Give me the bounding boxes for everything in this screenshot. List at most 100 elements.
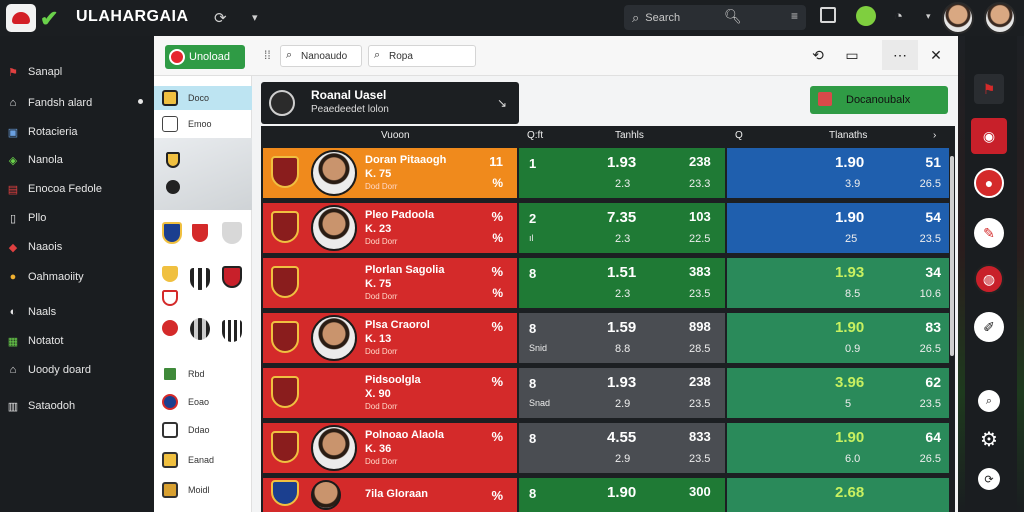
magnifier-icon[interactable]: 🔍︎ [724, 8, 742, 24]
player-cell[interactable]: Polnoao Alaola K. 36 Dod Dorr% [263, 423, 517, 473]
column-header: Tlanaths [829, 130, 868, 141]
odds-cell-right[interactable]: 1.90 6.0 64 26.5 [727, 423, 949, 473]
player-cell[interactable]: Pidsoolgla X. 90 Dod Dorr% [263, 368, 517, 418]
odds-cell[interactable]: 8 Snad 1.93 2.9 238 23.5 [519, 368, 725, 418]
flag-icon[interactable]: ⚑ [974, 74, 1004, 104]
ball-icon[interactable]: ◍ [974, 264, 1004, 294]
odds-cell-right[interactable]: 1.90 0.9 83 26.5 [727, 313, 949, 363]
edit-icon[interactable]: ✐ [974, 312, 1004, 342]
filter-tab-1[interactable]: ⌕ Nanoaudo [280, 45, 362, 67]
odds-cell[interactable]: 8 1.51 2.3 383 23.5 [519, 258, 725, 308]
chevron-down-icon[interactable]: ▾ [252, 12, 258, 24]
crest-icon[interactable]: ● [974, 168, 1004, 198]
sidebar-item[interactable]: ⚑ Sanapl [6, 61, 62, 83]
close-icon[interactable]: ✕ [930, 46, 942, 63]
odds-cell-right[interactable]: 1.90 25 54 23.5 [727, 203, 949, 253]
refresh-icon[interactable]: ⟲ [812, 46, 824, 63]
refresh-icon[interactable]: ⟳ [214, 10, 227, 27]
odds-cell[interactable]: 8 4.55 2.9 833 23.5 [519, 423, 725, 473]
chevron-right-icon[interactable]: › [933, 130, 937, 141]
player-info: Dod Dorr [365, 347, 398, 356]
dropdown-icon[interactable]: ▾ [926, 11, 931, 21]
player-number: K. 75 [365, 168, 392, 180]
odd-value-2: 54 [925, 209, 941, 225]
list-item[interactable]: Rbd [154, 362, 252, 386]
odds-cell-right[interactable]: 2.68 [727, 478, 949, 512]
odds-cell[interactable]: 1 1.93 2.3 238 23.3 [519, 148, 725, 198]
match-title: Roanal Uasel [311, 88, 387, 102]
odd-value-2: 898 [689, 319, 711, 334]
sidebar-item[interactable]: ▦ Notatot [7, 335, 64, 348]
odds-cell-right[interactable]: 1.90 3.9 51 26.5 [727, 148, 949, 198]
odds-cell-right[interactable]: 3.96 5 62 23.5 [727, 368, 949, 418]
shield-icon: ◈ [8, 154, 18, 167]
player-stat-1: 11 [489, 154, 503, 169]
odds-cell[interactable]: 8 Snid 1.59 8.8 898 28.5 [519, 313, 725, 363]
odds-cell-right[interactable]: 1.93 8.5 34 10.6 [727, 258, 949, 308]
download-button[interactable]: Docanoubalx [810, 86, 948, 114]
whistle-icon[interactable]: ✎ [974, 218, 1004, 248]
match-subtitle: Peaedeedet lolon [311, 104, 389, 115]
list-item[interactable]: Eanad [154, 448, 252, 472]
search-input[interactable]: Search [645, 11, 681, 24]
sidebar-item[interactable]: ⌂ Uoody doard [6, 359, 91, 381]
player-cell[interactable]: Plsa Craorol K. 13 Dod Dorr% [263, 313, 517, 363]
list-item[interactable]: Doco [154, 86, 252, 110]
player-avatar [311, 480, 341, 510]
ball-icon[interactable] [856, 6, 876, 26]
sidebar-item[interactable]: ▤ Enocoa Fedole [7, 183, 102, 196]
match-row[interactable]: Plorlan Sagolia K. 75 Dod Dorr%% 8 1.51 2.3 38… [261, 258, 955, 308]
menu-icon[interactable]: ≡ [790, 9, 798, 23]
match-row[interactable]: Pidsoolgla X. 90 Dod Dorr% 8 Snad 1.93 2.9 238 2… [261, 368, 955, 418]
search-box[interactable]: ⌕ Search 🔍︎ ≡ [624, 5, 806, 30]
player-name: Pidsoolgla [365, 374, 421, 386]
list-item[interactable]: Ddao [154, 418, 252, 442]
user-avatar[interactable] [942, 2, 974, 34]
list-item[interactable]: Emoo [154, 112, 252, 136]
sidebar-item[interactable]: ▣ Rotacieria [7, 126, 78, 139]
sidebar-item[interactable]: ● Oahmaoiity [6, 266, 84, 288]
search-icon[interactable]: ⌕ [978, 390, 1000, 412]
odd-sub-2: 26.5 [919, 178, 941, 190]
upload-button[interactable]: Unoload [165, 45, 245, 69]
match-header[interactable]: Roanal Uasel Peaedeedet lolon ↘ [261, 82, 519, 124]
odds-cell[interactable]: 2 ıl 7.35 2.3 103 22.5 [519, 203, 725, 253]
crest-icon [162, 90, 178, 106]
app-logo-icon[interactable] [6, 4, 36, 32]
odds-cell[interactable]: 8 1.90 300 [519, 478, 725, 512]
match-row[interactable]: Pleo Padoola K. 23 Dod Dorr%% 2 ıl 7.35 2.3 103… [261, 203, 955, 253]
sidebar-item[interactable]: ⌂ Fandsh alard [6, 92, 93, 114]
drag-handle-icon[interactable]: ⁞⁞ [264, 48, 271, 62]
odd-sub-2: 22.5 [689, 233, 711, 245]
player-name: Doran Pitaaogh [365, 154, 447, 166]
match-row[interactable]: Doran Pitaaogh K. 75 Dod Dorr 11% 1 1.93 2.3 23… [261, 148, 955, 198]
sidebar-item[interactable]: ◆ Naaois [6, 236, 62, 258]
odd-value: 1.90 [835, 429, 865, 446]
friend-avatar[interactable] [984, 2, 1016, 34]
sidebar-item[interactable]: ▥ Sataodoh [7, 400, 76, 413]
player-cell[interactable]: Plorlan Sagolia K. 75 Dod Dorr%% [263, 258, 517, 308]
sidebar-item[interactable]: ◐ Naals [6, 301, 56, 323]
sidebar-item[interactable]: ▯ Pllo [6, 207, 46, 229]
refresh-icon[interactable]: ⟳ [978, 468, 1000, 490]
screen-icon[interactable] [820, 7, 836, 23]
match-row[interactable]: Plsa Craorol K. 13 Dod Dorr% 8 Snid 1.59 8.8 89… [261, 313, 955, 363]
more-icon[interactable]: ⋯ [882, 40, 918, 70]
notification-icon[interactable]: ◔ [894, 8, 904, 25]
filter-tab-2[interactable]: ⌕ Ropa [368, 45, 476, 67]
crest-icon [162, 482, 178, 498]
club-icon[interactable]: ◉ [971, 118, 1007, 154]
list-item[interactable]: Eoao [154, 390, 252, 414]
sidebar-item[interactable]: ◈ Nanola [6, 149, 63, 171]
match-row[interactable]: Polnoao Alaola K. 36 Dod Dorr% 8 4.55 2.9 833 2… [261, 423, 955, 473]
expand-arrow-icon[interactable]: ↘ [496, 96, 507, 110]
list-item[interactable]: Moidl [154, 478, 252, 502]
player-cell[interactable]: 7ila Gloraan% [263, 478, 517, 512]
gear-icon[interactable]: ⚙ [980, 428, 998, 451]
maximize-icon[interactable]: ▭ [845, 46, 859, 63]
player-cell[interactable]: Pleo Padoola K. 23 Dod Dorr%% [263, 203, 517, 253]
player-cell[interactable]: Doran Pitaaogh K. 75 Dod Dorr 11% [263, 148, 517, 198]
scrollbar[interactable] [950, 156, 954, 356]
odd-sub-2: 23.5 [919, 233, 941, 245]
match-row[interactable]: 7ila Gloraan% 8 1.90 300 2.68 [261, 478, 955, 512]
